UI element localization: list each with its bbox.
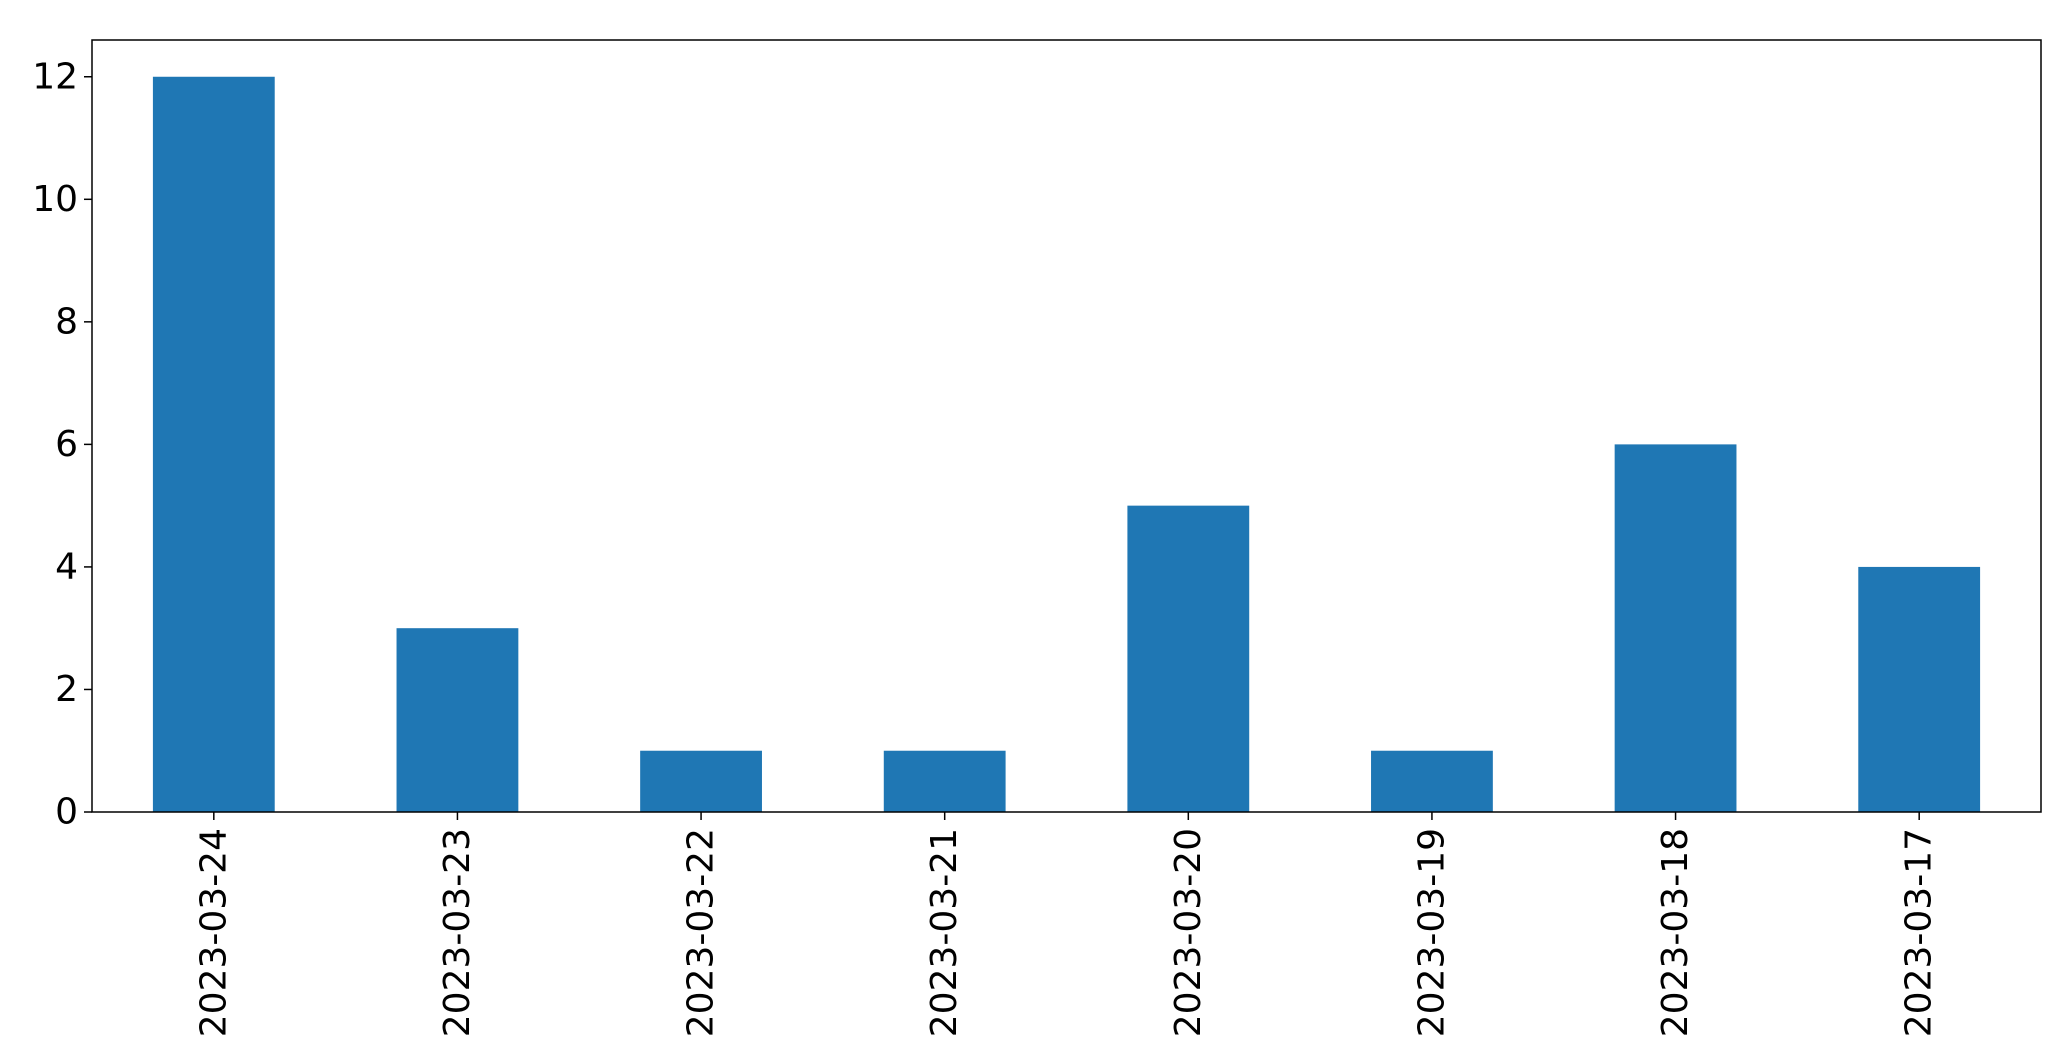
y-tick-label: 0 [55, 792, 78, 833]
x-tick-label: 2023-03-23 [437, 828, 478, 1037]
bar-2023-03-23 [396, 628, 519, 812]
y-tick-label: 12 [32, 56, 78, 97]
bar-2023-03-21 [883, 750, 1006, 812]
y-axis-ticks: 0 2 4 6 8 10 12 [32, 56, 92, 833]
y-tick-label: 2 [55, 669, 78, 710]
y-tick-label: 10 [32, 179, 78, 220]
plot-frame [91, 39, 2042, 813]
x-tick-label: 2023-03-18 [1655, 828, 1696, 1037]
x-tick-label: 2023-03-22 [681, 828, 722, 1037]
x-tick-label: 2023-03-17 [1899, 828, 1940, 1037]
y-tick-label: 6 [55, 424, 78, 465]
bar-2023-03-17 [1858, 566, 1981, 812]
y-tick-label: 4 [55, 546, 78, 587]
bar-2023-03-22 [640, 750, 762, 812]
x-tick-label: 2023-03-19 [1411, 828, 1452, 1037]
bar-2023-03-24 [152, 76, 275, 812]
bars-group [152, 76, 1981, 812]
x-tick-label: 2023-03-20 [1168, 828, 1209, 1037]
bar-2023-03-20 [1127, 505, 1250, 812]
x-tick-label: 2023-03-24 [193, 828, 234, 1037]
x-tick-label: 2023-03-21 [924, 828, 965, 1037]
x-axis-ticks: 2023-03-24 2023-03-23 2023-03-22 2023-03-21… [193, 812, 1940, 1037]
bar-2023-03-18 [1614, 444, 1737, 812]
y-tick-label: 8 [55, 301, 78, 342]
bar-2023-03-19 [1371, 750, 1493, 812]
